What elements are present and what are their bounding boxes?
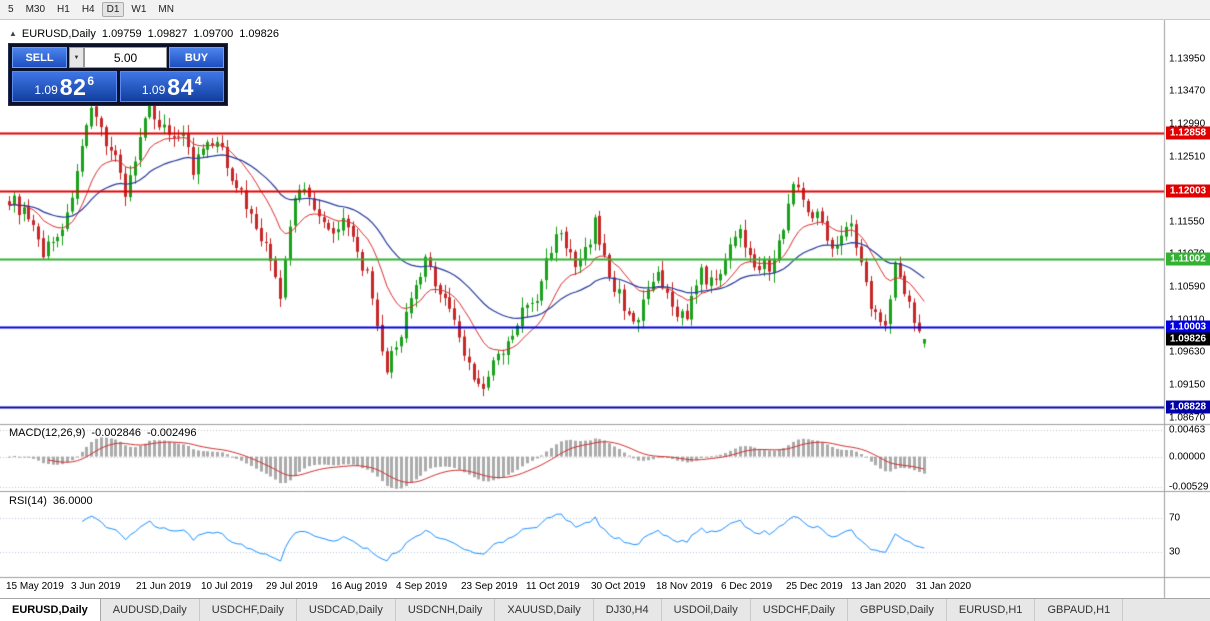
macd-name: MACD(12,26,9) (9, 427, 86, 439)
price-axis-label: 1.08670 (1169, 412, 1206, 424)
price-axis-label: 1.13950 (1169, 53, 1206, 64)
date-label: 4 Sep 2019 (396, 581, 448, 592)
tab-gbpaud-h1[interactable]: GBPAUD,H1 (1035, 599, 1124, 621)
tab-gbpusd-daily[interactable]: GBPUSD,Daily (848, 599, 947, 621)
date-label: 18 Nov 2019 (656, 581, 713, 592)
date-label: 3 Jun 2019 (71, 581, 121, 592)
sell-price-prefix: 1.09 (34, 83, 58, 97)
tab-dj30-h4[interactable]: DJ30,H4 (594, 599, 662, 621)
volume-input[interactable] (84, 47, 167, 68)
buy-price-pip: 4 (194, 74, 202, 88)
macd-signal-value: -0.002496 (146, 427, 197, 439)
chart-tabs-bar: EURUSD,Daily AUDUSD,Daily USDCHF,Daily USDC… (0, 598, 1210, 621)
price-axis-label: 1.09150 (1169, 379, 1206, 391)
rsi-name: RSI(14) (9, 495, 47, 507)
ohlc-open: 1.09759 (101, 27, 142, 40)
price-tag-1-11002[interactable]: 1.11002 (1166, 252, 1210, 266)
rsi-label: RSI(14) 36.0000 (9, 495, 93, 507)
date-label: 10 Jul 2019 (201, 581, 253, 592)
sell-price-pip: 6 (87, 74, 95, 88)
macd-axis-label: 0.00463 (1169, 424, 1206, 436)
price-axis-label: 1.13470 (1169, 85, 1206, 97)
volume-dropdown-icon[interactable]: ▼ (69, 47, 84, 68)
tab-usdchf-daily[interactable]: USDCHF,Daily (751, 599, 848, 621)
tab-usdcad-daily[interactable]: USDCAD,Daily (297, 599, 396, 621)
date-label: 16 Aug 2019 (331, 581, 388, 592)
chart-symbol-title: EURUSD,Daily (21, 27, 96, 40)
buy-button[interactable]: BUY (169, 47, 224, 68)
tab-xauusd-daily[interactable]: XAUUSD,Daily (495, 599, 594, 621)
price-axis-label: 1.11550 (1169, 216, 1205, 228)
buy-price-prefix: 1.09 (141, 83, 166, 97)
timeframe-button-mn[interactable]: MN (158, 4, 174, 15)
date-label: 31 Jan 2020 (916, 581, 972, 592)
price-axis-label: 1.09630 (1169, 346, 1206, 358)
macd-axis-label: 0.00000 (1169, 451, 1206, 463)
sell-price-big: 82 (59, 74, 87, 100)
macd-label: MACD(12,26,9) -0.002846 -0.002496 (9, 427, 197, 439)
price-axis-label: 1.12990 (1169, 118, 1206, 130)
ohlc-close: 1.09826 (239, 27, 279, 40)
timeframe-toolbar: 5 M30 H1 H4 D1 W1 MN (0, 0, 1210, 20)
timeframe-button-w1[interactable]: W1 (131, 4, 147, 15)
buy-price-button[interactable]: 1.09 84 4 (119, 71, 224, 102)
timeframe-button-h1[interactable]: H1 (57, 4, 70, 15)
price-tag-1-12003[interactable]: 1.12003 (1166, 184, 1210, 198)
sell-button[interactable]: SELL (12, 47, 67, 68)
macd-main-value: -0.002846 (91, 427, 141, 439)
timeframe-button-5[interactable]: 5 (8, 4, 14, 15)
date-label: 23 Sep 2019 (461, 581, 518, 592)
timeframe-button-d1[interactable]: D1 (101, 2, 125, 17)
price-axis-label: 1.10110 (1169, 314, 1204, 325)
price-tag-1-08828[interactable]: 1.08828 (1166, 400, 1210, 414)
macd-axis-label: -0.00529 (1169, 481, 1209, 493)
price-axis-label: 1.10590 (1169, 281, 1206, 293)
rsi-axis-label: 70 (1169, 512, 1181, 523)
chart-header: ▲ EURUSD,Daily 1.09759 1.09827 1.09700 1… (9, 27, 279, 40)
ohlc-low: 1.09700 (193, 27, 234, 40)
buy-price-big: 84 (167, 74, 194, 100)
tab-eurusd-daily[interactable]: EURUSD,Daily (0, 599, 101, 621)
tab-eurusd-h1[interactable]: EURUSD,H1 (947, 599, 1036, 621)
rsi-axis-label: 30 (1169, 546, 1181, 557)
date-label: 6 Dec 2019 (721, 581, 773, 592)
date-label: 25 Dec 2019 (786, 581, 843, 592)
price-tag-1-12858[interactable]: 1.12858 (1166, 126, 1210, 140)
sell-price-button[interactable]: 1.09 82 6 (12, 71, 117, 102)
timeframe-button-m30[interactable]: M30 (25, 4, 46, 15)
date-label: 30 Oct 2019 (591, 581, 646, 592)
date-label: 13 Jan 2020 (851, 581, 907, 592)
tab-usdchf-daily[interactable]: USDCHF,Daily (200, 599, 297, 621)
price-axis-label: 1.12510 (1169, 151, 1206, 162)
tab-usdcnh-daily[interactable]: USDCNH,Daily (396, 599, 496, 621)
price-tag-1-10003[interactable]: 1.10003 (1166, 320, 1210, 334)
one-click-toggle-icon[interactable]: ▲ (9, 29, 17, 38)
date-label: 11 Oct 2019 (526, 581, 580, 592)
date-label: 15 May 2019 (6, 581, 64, 592)
tab-usdoil-daily[interactable]: USDOil,Daily (662, 599, 751, 621)
rsi-value: 36.0000 (52, 495, 93, 507)
tab-audusd-daily[interactable]: AUDUSD,Daily (101, 599, 200, 621)
ohlc-high: 1.09827 (147, 27, 188, 40)
current-price-tag: 1.09826 (1166, 332, 1210, 346)
date-label: 21 Jun 2019 (136, 581, 192, 592)
timeframe-button-h4[interactable]: H4 (81, 4, 95, 15)
date-label: 29 Jul 2019 (266, 581, 318, 592)
